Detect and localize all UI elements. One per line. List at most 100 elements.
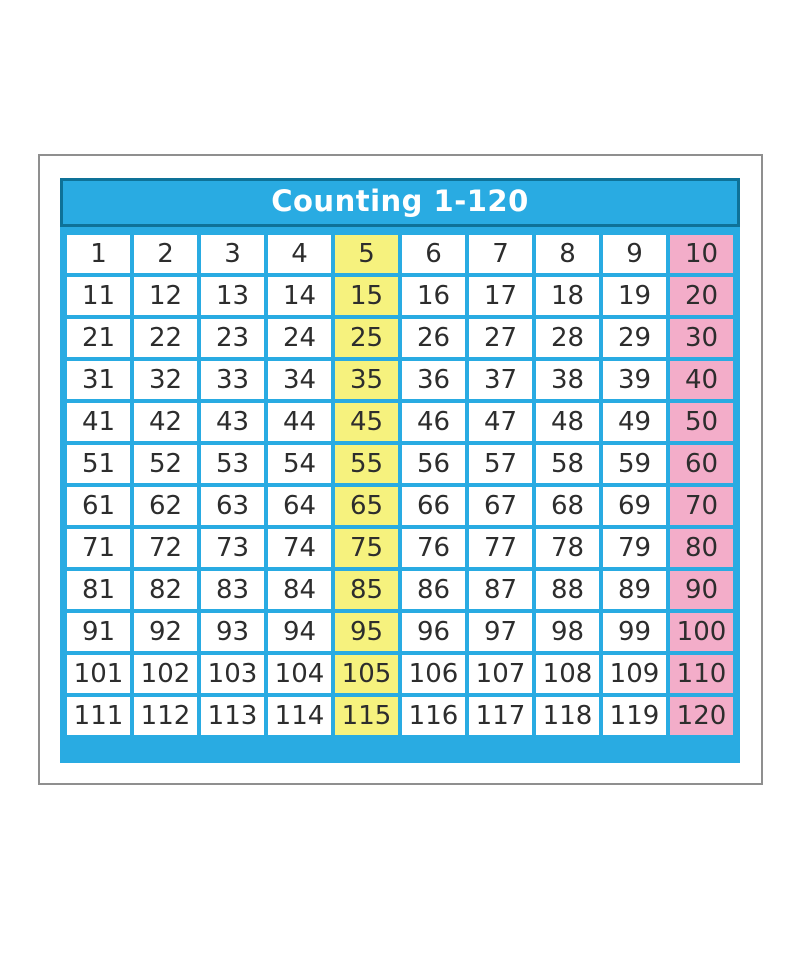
number-cell-25: 25: [335, 319, 398, 357]
number-cell-26: 26: [402, 319, 465, 357]
number-cell-22: 22: [134, 319, 197, 357]
number-cell-107: 107: [469, 655, 532, 693]
number-cell-2: 2: [134, 235, 197, 273]
number-cell-1: 1: [67, 235, 130, 273]
number-cell-89: 89: [603, 571, 666, 609]
number-cell-97: 97: [469, 613, 532, 651]
chart-title-bar: Counting 1-120: [60, 178, 740, 227]
number-cell-103: 103: [201, 655, 264, 693]
number-cell-87: 87: [469, 571, 532, 609]
number-cell-39: 39: [603, 361, 666, 399]
number-cell-94: 94: [268, 613, 331, 651]
number-cell-78: 78: [536, 529, 599, 567]
number-cell-52: 52: [134, 445, 197, 483]
number-cell-35: 35: [335, 361, 398, 399]
number-cell-49: 49: [603, 403, 666, 441]
number-cell-45: 45: [335, 403, 398, 441]
number-cell-114: 114: [268, 697, 331, 735]
number-cell-118: 118: [536, 697, 599, 735]
number-cell-66: 66: [402, 487, 465, 525]
number-cell-13: 13: [201, 277, 264, 315]
number-cell-57: 57: [469, 445, 532, 483]
number-cell-59: 59: [603, 445, 666, 483]
number-cell-104: 104: [268, 655, 331, 693]
number-cell-16: 16: [402, 277, 465, 315]
number-cell-17: 17: [469, 277, 532, 315]
number-cell-85: 85: [335, 571, 398, 609]
number-cell-3: 3: [201, 235, 264, 273]
number-cell-75: 75: [335, 529, 398, 567]
number-cell-23: 23: [201, 319, 264, 357]
number-cell-105: 105: [335, 655, 398, 693]
number-cell-88: 88: [536, 571, 599, 609]
number-cell-111: 111: [67, 697, 130, 735]
number-cell-33: 33: [201, 361, 264, 399]
number-cell-95: 95: [335, 613, 398, 651]
number-cell-46: 46: [402, 403, 465, 441]
counting-chart-card: Counting 1-120 1 2 3 4 5 6 7 8 9 10 11 12 13 14 15 16 17…: [38, 154, 763, 785]
number-cell-6: 6: [402, 235, 465, 273]
number-cell-18: 18: [536, 277, 599, 315]
number-cell-5: 5: [335, 235, 398, 273]
number-cell-11: 11: [67, 277, 130, 315]
number-cell-91: 91: [67, 613, 130, 651]
number-cell-58: 58: [536, 445, 599, 483]
number-cell-40: 40: [670, 361, 733, 399]
number-cell-76: 76: [402, 529, 465, 567]
number-cell-92: 92: [134, 613, 197, 651]
number-cell-43: 43: [201, 403, 264, 441]
number-cell-100: 100: [670, 613, 733, 651]
number-cell-41: 41: [67, 403, 130, 441]
number-cell-73: 73: [201, 529, 264, 567]
chart-panel: Counting 1-120 1 2 3 4 5 6 7 8 9 10 11 12 13 14 15 16 17…: [60, 178, 740, 763]
number-cell-12: 12: [134, 277, 197, 315]
number-cell-113: 113: [201, 697, 264, 735]
number-cell-71: 71: [67, 529, 130, 567]
number-cell-9: 9: [603, 235, 666, 273]
number-cell-48: 48: [536, 403, 599, 441]
number-cell-56: 56: [402, 445, 465, 483]
number-cell-77: 77: [469, 529, 532, 567]
number-cell-32: 32: [134, 361, 197, 399]
number-cell-106: 106: [402, 655, 465, 693]
number-cell-69: 69: [603, 487, 666, 525]
number-cell-7: 7: [469, 235, 532, 273]
number-cell-96: 96: [402, 613, 465, 651]
number-cell-67: 67: [469, 487, 532, 525]
number-cell-10: 10: [670, 235, 733, 273]
number-cell-74: 74: [268, 529, 331, 567]
number-cell-84: 84: [268, 571, 331, 609]
number-cell-38: 38: [536, 361, 599, 399]
number-cell-109: 109: [603, 655, 666, 693]
number-cell-98: 98: [536, 613, 599, 651]
number-cell-51: 51: [67, 445, 130, 483]
number-cell-110: 110: [670, 655, 733, 693]
number-cell-116: 116: [402, 697, 465, 735]
number-cell-99: 99: [603, 613, 666, 651]
number-cell-80: 80: [670, 529, 733, 567]
number-cell-37: 37: [469, 361, 532, 399]
number-grid: 1 2 3 4 5 6 7 8 9 10 11 12 13 14 15 16 17 18 19 20 21 22 23 24 2…: [60, 227, 740, 735]
number-cell-90: 90: [670, 571, 733, 609]
number-cell-55: 55: [335, 445, 398, 483]
number-cell-54: 54: [268, 445, 331, 483]
number-cell-63: 63: [201, 487, 264, 525]
number-cell-120: 120: [670, 697, 733, 735]
number-cell-20: 20: [670, 277, 733, 315]
number-cell-30: 30: [670, 319, 733, 357]
number-cell-28: 28: [536, 319, 599, 357]
number-cell-60: 60: [670, 445, 733, 483]
number-cell-21: 21: [67, 319, 130, 357]
number-cell-29: 29: [603, 319, 666, 357]
number-cell-81: 81: [67, 571, 130, 609]
number-cell-34: 34: [268, 361, 331, 399]
number-cell-93: 93: [201, 613, 264, 651]
number-cell-79: 79: [603, 529, 666, 567]
number-cell-101: 101: [67, 655, 130, 693]
number-cell-117: 117: [469, 697, 532, 735]
number-cell-19: 19: [603, 277, 666, 315]
number-cell-65: 65: [335, 487, 398, 525]
number-cell-108: 108: [536, 655, 599, 693]
number-cell-83: 83: [201, 571, 264, 609]
